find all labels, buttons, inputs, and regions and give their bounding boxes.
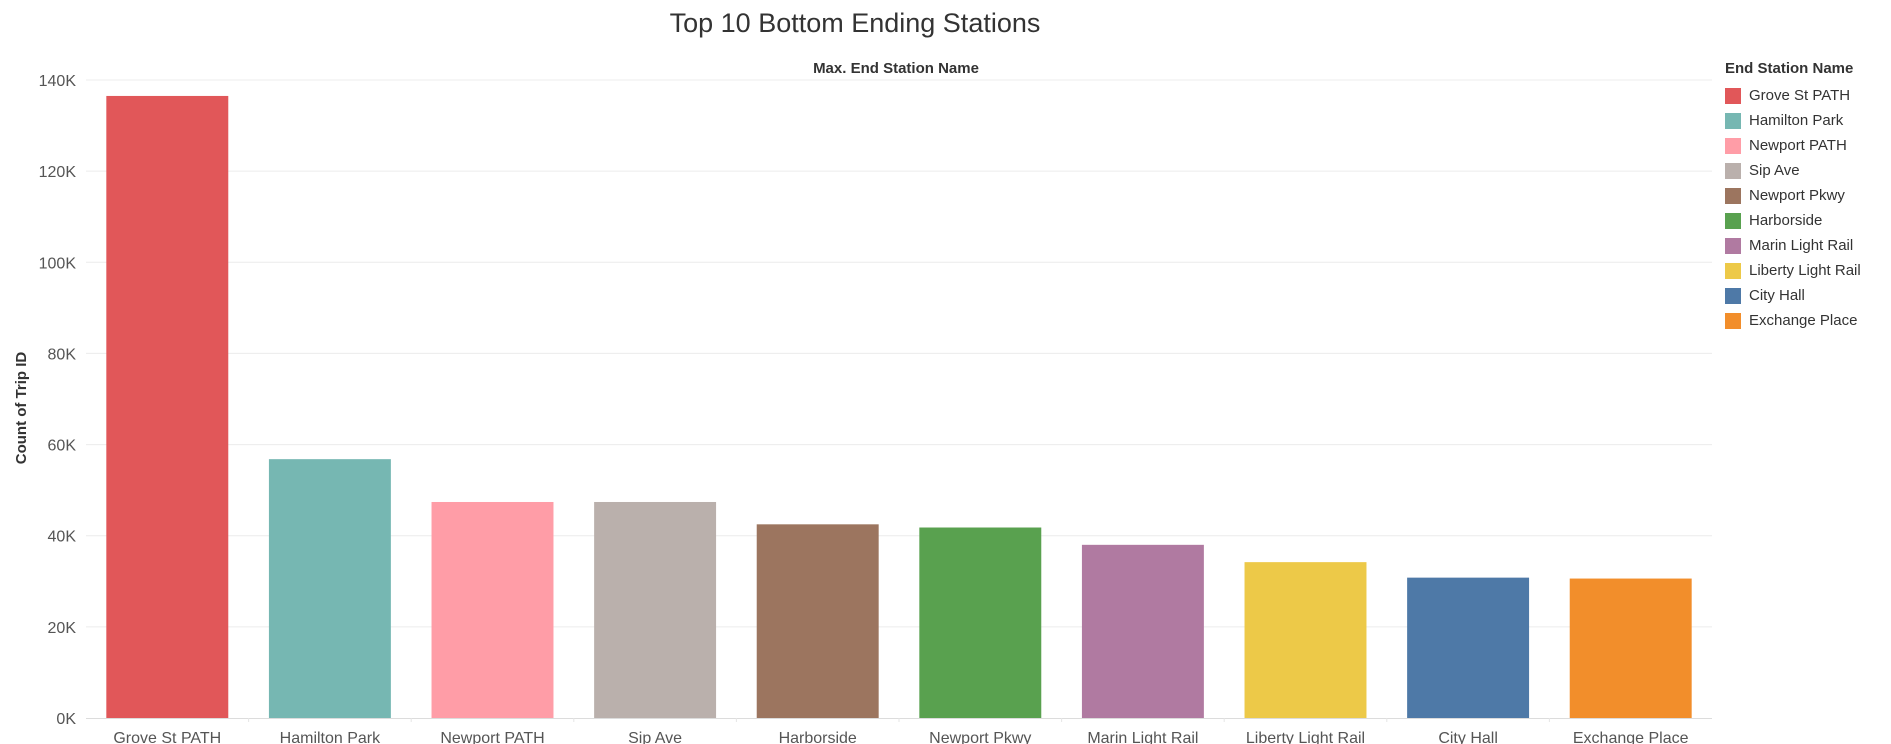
legend-item[interactable]: Newport Pkwy bbox=[1725, 183, 1891, 208]
x-tick-label: Liberty Light Rail bbox=[1246, 730, 1365, 744]
legend-item[interactable]: Sip Ave bbox=[1725, 158, 1891, 183]
bar[interactable] bbox=[431, 501, 554, 718]
legend-item[interactable]: Liberty Light Rail bbox=[1725, 258, 1891, 283]
legend-label: Hamilton Park bbox=[1749, 112, 1844, 129]
legend-swatch bbox=[1725, 162, 1741, 179]
legend-label: Harborside bbox=[1749, 212, 1823, 229]
legend-item[interactable]: Newport PATH bbox=[1725, 133, 1891, 158]
y-tick-label: 80K bbox=[48, 346, 77, 363]
x-tick-label: City Hall bbox=[1438, 730, 1498, 744]
legend-label: City Hall bbox=[1749, 287, 1805, 304]
x-tick-label: Exchange Place bbox=[1573, 730, 1689, 744]
legend-label: Marin Light Rail bbox=[1749, 237, 1854, 254]
bar[interactable] bbox=[1244, 562, 1367, 718]
x-tick-label: Hamilton Park bbox=[280, 730, 381, 744]
y-tick-label: 60K bbox=[48, 438, 77, 455]
legend-swatch bbox=[1725, 312, 1741, 329]
y-tick-label: 140K bbox=[39, 73, 77, 90]
x-tick-label: Newport Pkwy bbox=[929, 730, 1031, 744]
legend-label: Liberty Light Rail bbox=[1749, 262, 1861, 279]
bars bbox=[106, 95, 1692, 718]
column-header: Max. End Station Name bbox=[813, 60, 979, 77]
legend-swatch bbox=[1725, 137, 1741, 154]
bar[interactable] bbox=[594, 501, 717, 718]
legend-label: Exchange Place bbox=[1749, 312, 1858, 329]
legend-items: Grove St PATH Hamilton Park Newport PATH Si… bbox=[1725, 83, 1891, 333]
legend-item[interactable]: Exchange Place bbox=[1725, 308, 1891, 333]
x-tick-label: Marin Light Rail bbox=[1087, 730, 1198, 744]
y-tick-label: 120K bbox=[39, 164, 77, 181]
legend-swatch bbox=[1725, 212, 1741, 229]
legend-label: Grove St PATH bbox=[1749, 87, 1851, 104]
y-tick-label: 0K bbox=[56, 711, 76, 728]
legend-item[interactable]: Hamilton Park bbox=[1725, 108, 1891, 133]
bar[interactable] bbox=[756, 524, 879, 718]
bar[interactable] bbox=[268, 459, 391, 718]
legend-label: Sip Ave bbox=[1749, 162, 1800, 179]
x-tick-label: Harborside bbox=[779, 730, 857, 744]
axes: 0K 20K 40K 60K 80K 100K 120K 140K Grove St PATH H… bbox=[39, 73, 1712, 744]
legend-swatch bbox=[1725, 187, 1741, 204]
y-tick-label: 40K bbox=[48, 529, 77, 546]
legend-title: End Station Name bbox=[1725, 60, 1854, 77]
legend-label: Newport Pkwy bbox=[1749, 187, 1845, 204]
chart-title: Top 10 Bottom Ending Stations bbox=[669, 8, 1041, 38]
bar[interactable] bbox=[919, 527, 1042, 718]
legend-swatch bbox=[1725, 87, 1741, 104]
x-tick-label: Newport PATH bbox=[440, 730, 544, 744]
bar[interactable] bbox=[1569, 578, 1692, 718]
y-axis-label: Count of Trip ID bbox=[13, 352, 30, 465]
legend-item[interactable]: Grove St PATH bbox=[1725, 83, 1891, 108]
legend-swatch bbox=[1725, 112, 1741, 129]
legend-swatch bbox=[1725, 287, 1741, 304]
legend-item[interactable]: City Hall bbox=[1725, 283, 1891, 308]
bar-chart: 0K 20K 40K 60K 80K 100K 120K 140K Grove St PATH H… bbox=[13, 60, 1712, 744]
x-tick-label: Sip Ave bbox=[628, 730, 682, 744]
legend-item[interactable]: Marin Light Rail bbox=[1725, 233, 1891, 258]
y-tick-label: 100K bbox=[39, 255, 77, 272]
legend: End Station Name Grove St PATH Hamilton P… bbox=[1725, 60, 1891, 333]
x-tick-label: Grove St PATH bbox=[113, 730, 221, 744]
legend-swatch bbox=[1725, 262, 1741, 279]
legend-label: Newport PATH bbox=[1749, 137, 1847, 154]
bar[interactable] bbox=[1081, 544, 1204, 718]
bar[interactable] bbox=[1407, 577, 1530, 718]
legend-item[interactable]: Harborside bbox=[1725, 208, 1891, 233]
bar[interactable] bbox=[106, 95, 229, 718]
y-tick-label: 20K bbox=[48, 620, 77, 637]
legend-swatch bbox=[1725, 237, 1741, 254]
